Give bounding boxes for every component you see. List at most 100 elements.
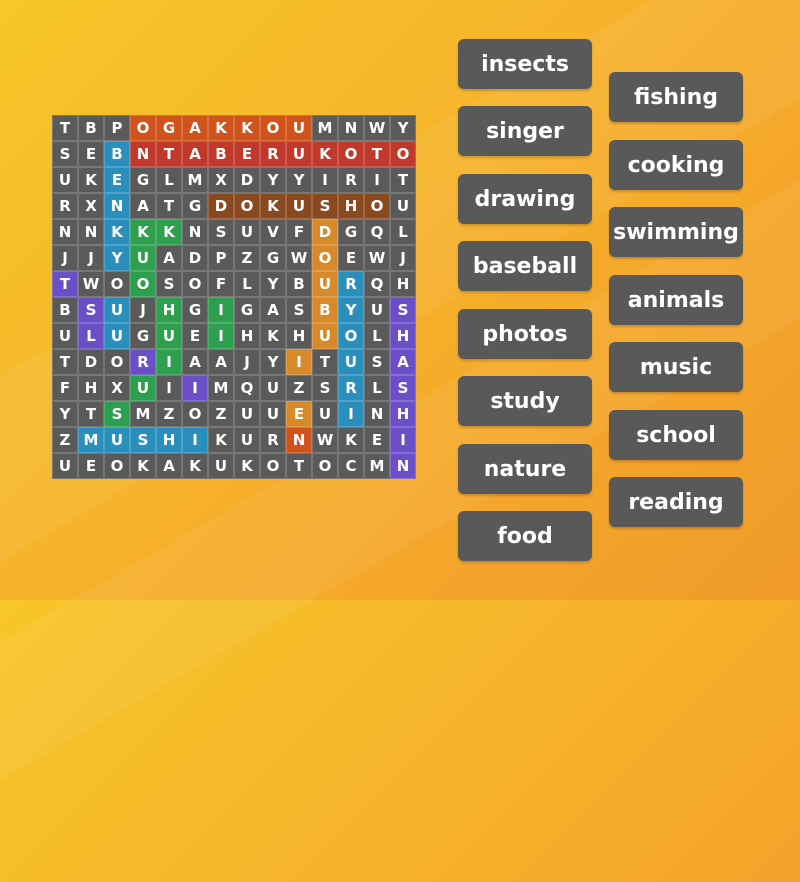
grid-cell[interactable]: U <box>234 427 260 453</box>
grid-cell[interactable]: Y <box>260 349 286 375</box>
grid-cell[interactable]: A <box>260 297 286 323</box>
word-tile-cooking[interactable]: cooking <box>609 140 743 190</box>
word-tile-photos[interactable]: photos <box>458 309 592 359</box>
grid-cell[interactable]: M <box>208 375 234 401</box>
word-tile-school[interactable]: school <box>609 410 743 460</box>
grid-cell[interactable]: I <box>182 375 208 401</box>
grid-cell[interactable]: U <box>104 323 130 349</box>
grid-cell[interactable]: D <box>182 245 208 271</box>
grid-cell[interactable]: J <box>78 245 104 271</box>
grid-cell[interactable]: F <box>286 219 312 245</box>
grid-cell[interactable]: I <box>390 427 416 453</box>
grid-cell[interactable]: I <box>312 167 338 193</box>
grid-cell[interactable]: K <box>338 427 364 453</box>
grid-cell[interactable]: U <box>286 141 312 167</box>
grid-cell[interactable]: N <box>338 115 364 141</box>
grid-cell[interactable]: S <box>312 193 338 219</box>
grid-cell[interactable]: D <box>208 193 234 219</box>
grid-cell[interactable]: D <box>234 167 260 193</box>
grid-cell[interactable]: O <box>312 453 338 479</box>
grid-cell[interactable]: Y <box>104 245 130 271</box>
word-tile-study[interactable]: study <box>458 376 592 426</box>
grid-cell[interactable]: H <box>338 193 364 219</box>
word-tile-music[interactable]: music <box>609 342 743 392</box>
grid-cell[interactable]: K <box>78 167 104 193</box>
grid-cell[interactable]: H <box>286 323 312 349</box>
word-tile-nature[interactable]: nature <box>458 444 592 494</box>
grid-cell[interactable]: Y <box>52 401 78 427</box>
grid-cell[interactable]: E <box>78 141 104 167</box>
grid-cell[interactable]: O <box>364 193 390 219</box>
grid-cell[interactable]: F <box>208 271 234 297</box>
grid-cell[interactable]: U <box>260 401 286 427</box>
grid-cell[interactable]: E <box>182 323 208 349</box>
grid-cell[interactable]: H <box>156 427 182 453</box>
word-tile-singer[interactable]: singer <box>458 106 592 156</box>
grid-cell[interactable]: I <box>286 349 312 375</box>
grid-cell[interactable]: W <box>312 427 338 453</box>
grid-cell[interactable]: U <box>234 401 260 427</box>
grid-cell[interactable]: K <box>234 453 260 479</box>
grid-cell[interactable]: P <box>208 245 234 271</box>
grid-cell[interactable]: A <box>156 453 182 479</box>
grid-cell[interactable]: T <box>52 115 78 141</box>
grid-cell[interactable]: F <box>52 375 78 401</box>
grid-cell[interactable]: N <box>286 427 312 453</box>
grid-cell[interactable]: L <box>364 323 390 349</box>
grid-cell[interactable]: A <box>156 245 182 271</box>
grid-cell[interactable]: U <box>312 323 338 349</box>
grid-cell[interactable]: K <box>182 453 208 479</box>
grid-cell[interactable]: H <box>390 271 416 297</box>
grid-cell[interactable]: L <box>390 219 416 245</box>
grid-cell[interactable]: S <box>390 297 416 323</box>
grid-cell[interactable]: O <box>338 141 364 167</box>
grid-cell[interactable]: H <box>390 323 416 349</box>
grid-cell[interactable]: G <box>234 297 260 323</box>
grid-cell[interactable]: U <box>104 297 130 323</box>
grid-cell[interactable]: K <box>156 219 182 245</box>
grid-cell[interactable]: E <box>364 427 390 453</box>
grid-cell[interactable]: Q <box>364 271 390 297</box>
grid-cell[interactable]: H <box>78 375 104 401</box>
grid-cell[interactable]: K <box>234 115 260 141</box>
grid-cell[interactable]: T <box>156 141 182 167</box>
grid-cell[interactable]: U <box>52 167 78 193</box>
grid-cell[interactable]: Y <box>338 297 364 323</box>
grid-cell[interactable]: O <box>182 271 208 297</box>
grid-cell[interactable]: S <box>104 401 130 427</box>
grid-cell[interactable]: U <box>52 323 78 349</box>
grid-cell[interactable]: W <box>286 245 312 271</box>
grid-cell[interactable]: O <box>260 453 286 479</box>
grid-cell[interactable]: O <box>104 349 130 375</box>
grid-cell[interactable]: E <box>78 453 104 479</box>
grid-cell[interactable]: O <box>182 401 208 427</box>
grid-cell[interactable]: I <box>208 323 234 349</box>
grid-cell[interactable]: U <box>312 271 338 297</box>
grid-cell[interactable]: K <box>208 427 234 453</box>
grid-cell[interactable]: D <box>312 219 338 245</box>
grid-cell[interactable]: A <box>182 141 208 167</box>
grid-cell[interactable]: A <box>208 349 234 375</box>
grid-cell[interactable]: M <box>130 401 156 427</box>
grid-cell[interactable]: U <box>364 297 390 323</box>
grid-cell[interactable]: G <box>182 297 208 323</box>
grid-cell[interactable]: S <box>78 297 104 323</box>
grid-cell[interactable]: Y <box>260 167 286 193</box>
word-tile-reading[interactable]: reading <box>609 477 743 527</box>
grid-cell[interactable]: T <box>286 453 312 479</box>
word-tile-baseball[interactable]: baseball <box>458 241 592 291</box>
grid-cell[interactable]: R <box>338 375 364 401</box>
grid-cell[interactable]: R <box>260 141 286 167</box>
grid-cell[interactable]: P <box>104 115 130 141</box>
grid-cell[interactable]: S <box>286 297 312 323</box>
grid-cell[interactable]: A <box>182 115 208 141</box>
grid-cell[interactable]: R <box>260 427 286 453</box>
grid-cell[interactable]: S <box>208 219 234 245</box>
grid-cell[interactable]: O <box>104 271 130 297</box>
grid-cell[interactable]: E <box>338 245 364 271</box>
grid-cell[interactable]: N <box>52 219 78 245</box>
grid-cell[interactable]: H <box>234 323 260 349</box>
grid-cell[interactable]: I <box>338 401 364 427</box>
grid-cell[interactable]: U <box>130 245 156 271</box>
grid-cell[interactable]: L <box>234 271 260 297</box>
